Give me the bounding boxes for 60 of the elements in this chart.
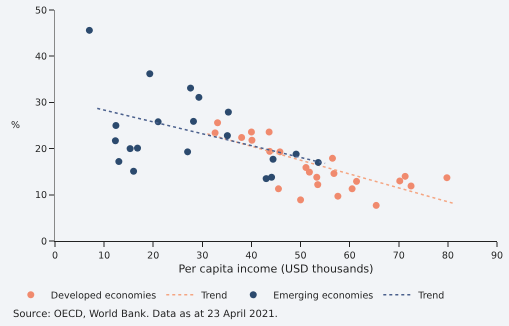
point: [372, 202, 380, 209]
point: [314, 181, 322, 188]
x-tick-label: 50: [294, 250, 307, 262]
x-tick-label: 80: [442, 250, 454, 262]
y-tick-label: 10: [35, 190, 48, 202]
legend-label: Trend: [200, 290, 228, 302]
x-tick-label: 10: [98, 250, 110, 262]
point: [126, 145, 134, 152]
point: [348, 185, 356, 192]
point: [224, 132, 231, 140]
point: [330, 170, 338, 178]
point: [248, 136, 256, 144]
point: [334, 192, 342, 200]
point: [112, 137, 119, 144]
point: [306, 168, 313, 176]
point: [187, 84, 194, 92]
point: [396, 177, 404, 184]
point: [328, 154, 336, 162]
legend-label: Developed economies: [50, 290, 156, 302]
x-tick-label: 90: [490, 250, 504, 262]
point: [402, 172, 409, 180]
x-tick-label: 30: [196, 250, 208, 262]
point: [248, 128, 255, 136]
point: [274, 185, 282, 192]
x-axis-title: Per capita income (USD thousands): [178, 262, 374, 276]
x-tick-label: 60: [344, 250, 356, 262]
y-axis-title: %: [11, 120, 20, 131]
point: [268, 174, 276, 181]
point: [302, 164, 310, 172]
y-tick-label: 20: [35, 144, 48, 155]
legend-label: Trend: [417, 290, 444, 302]
y-tick-label: 40: [35, 52, 48, 63]
x-tick-label: 0: [52, 250, 58, 262]
x-tick-label: 40: [245, 250, 258, 262]
point: [130, 168, 138, 175]
y-tick-label: 0: [41, 236, 48, 248]
point: [443, 174, 450, 182]
point: [313, 174, 320, 181]
point: [270, 156, 277, 163]
point: [146, 70, 154, 78]
point: [408, 182, 415, 190]
x-tick-label: 20: [147, 250, 160, 262]
x-tick-label: 70: [392, 250, 405, 262]
point: [238, 134, 246, 142]
point: [115, 158, 122, 166]
legend-label: Emerging economies: [273, 290, 374, 302]
point: [195, 94, 202, 101]
point: [353, 178, 360, 185]
point: [297, 196, 304, 204]
point: [134, 144, 142, 152]
y-tick-label: 50: [35, 5, 48, 16]
y-tick-label: 30: [35, 98, 48, 109]
point: [224, 108, 232, 116]
point: [190, 118, 197, 125]
point: [184, 148, 192, 156]
point: [112, 122, 120, 129]
point: [86, 26, 93, 34]
point: [266, 128, 273, 136]
point: [214, 119, 222, 126]
source-note: Source: OECD, World Bank. Data as at 23 April 2021.: [13, 309, 278, 320]
